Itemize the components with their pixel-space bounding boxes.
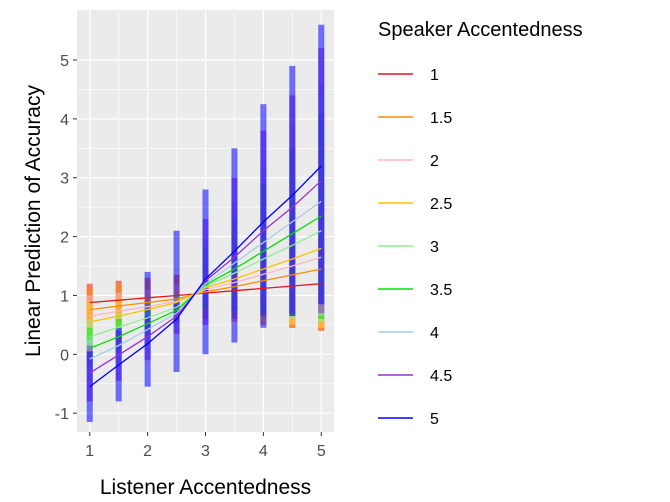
y-tick-label: 0 <box>60 347 69 364</box>
legend-label: 4 <box>430 325 439 342</box>
legend-label: 3.5 <box>430 282 452 299</box>
legend-label: 3 <box>430 239 439 256</box>
series-line <box>89 230 322 338</box>
legend-label: 1 <box>430 67 439 84</box>
x-tick-label: 5 <box>317 443 326 460</box>
ci-bar <box>202 189 209 355</box>
ci-bar <box>260 104 267 328</box>
legend-label: 1.5 <box>430 110 452 127</box>
legend-label: 2 <box>430 153 439 170</box>
legend-title: Speaker Accentedness <box>378 19 583 41</box>
ci-bar <box>86 301 93 337</box>
series-lines <box>89 165 322 388</box>
series-line <box>89 247 322 323</box>
series-line <box>89 283 322 304</box>
x-tick-label: 4 <box>259 443 268 460</box>
x-axis: 1 2 3 4 5 <box>85 432 326 460</box>
series-line <box>89 268 322 311</box>
ci-bar <box>231 148 238 343</box>
x-tick-label: 3 <box>201 443 210 460</box>
x-tick-label: 1 <box>85 443 94 460</box>
ci-bar <box>318 24 325 305</box>
y-tick-label: 4 <box>60 112 69 129</box>
y-tick-label: 1 <box>60 288 69 305</box>
y-tick-label: 5 <box>60 53 69 70</box>
series-line <box>89 200 322 360</box>
legend-label: 4.5 <box>430 368 452 385</box>
y-axis: -1 0 1 2 3 4 5 <box>55 53 77 423</box>
ci-bar <box>289 65 296 317</box>
legend: Speaker Accentedness 1 1.5 2 2.5 3 3.5 4 4.5 5 <box>374 19 583 435</box>
y-axis-title: Linear Prediction of Accuracy <box>22 85 45 357</box>
y-tick-label: -1 <box>55 406 69 423</box>
x-tick-label: 2 <box>143 443 152 460</box>
series-line <box>89 215 322 350</box>
legend-label: 5 <box>430 411 439 428</box>
series-line <box>89 256 322 317</box>
series-line <box>89 180 322 374</box>
y-tick-label: 3 <box>60 171 69 188</box>
legend-label: 2.5 <box>430 196 452 213</box>
x-axis-title: Listener Accentedness <box>100 476 311 499</box>
y-tick-label: 2 <box>60 230 69 247</box>
series-line <box>89 165 322 388</box>
legend-background <box>374 55 474 435</box>
